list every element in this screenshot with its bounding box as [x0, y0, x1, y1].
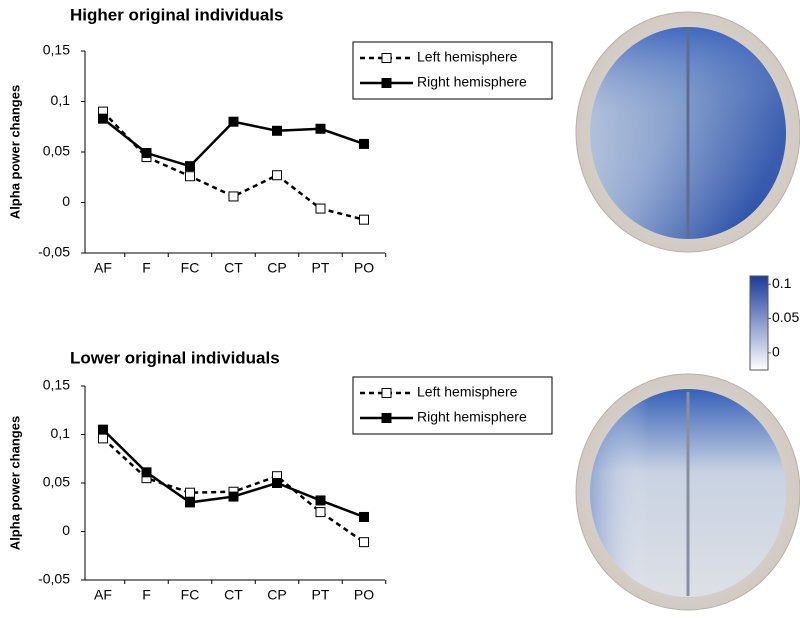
x-tick-label: PO	[354, 260, 374, 276]
legend-marker	[381, 413, 392, 423]
x-tick-label: FC	[181, 587, 200, 603]
marker	[359, 214, 369, 225]
x-tick-label: CP	[267, 587, 286, 603]
marker	[228, 116, 239, 127]
y-axis-label: Alpha power changes	[7, 85, 22, 219]
legend-marker	[381, 78, 392, 88]
x-tick-label: PO	[354, 587, 374, 603]
y-tick-label: -0,05	[38, 244, 70, 260]
marker	[359, 537, 369, 548]
marker	[185, 171, 195, 182]
marker	[185, 161, 195, 172]
y-tick-label: 0,15	[43, 42, 70, 58]
marker	[315, 203, 326, 214]
colorbar	[749, 275, 769, 371]
legend-label: Left hemisphere	[417, 49, 518, 65]
marker	[272, 478, 282, 488]
y-axis-label: Alpha power changes	[7, 416, 22, 550]
marker	[98, 113, 108, 124]
legend-label: Right hemisphere	[417, 74, 527, 90]
legend-box	[352, 41, 553, 100]
marker	[315, 495, 326, 506]
x-tick-label: AF	[94, 260, 112, 276]
x-tick-label: CT	[224, 260, 243, 276]
x-tick-label: CP	[267, 260, 286, 276]
x-tick-label: F	[142, 260, 151, 276]
marker	[228, 191, 239, 202]
marker	[272, 125, 282, 136]
x-tick-label: F	[142, 587, 151, 603]
y-tick-label: -0,05	[38, 571, 70, 587]
chart-title: Higher original individuals	[70, 5, 283, 24]
y-tick-label: 0,05	[43, 143, 70, 159]
chart: Lower original individuals Alpha power ch…	[7, 348, 553, 603]
legend-label: Left hemisphere	[417, 384, 518, 400]
marker	[315, 507, 326, 518]
y-tick-label: 0	[62, 193, 70, 209]
y-tick-label: 0,15	[43, 377, 70, 393]
marker	[228, 491, 239, 502]
x-tick-label: FC	[181, 260, 200, 276]
colorbar-tick-label: 0.05	[772, 309, 799, 325]
marker	[272, 170, 282, 181]
brain-bottom	[575, 373, 800, 611]
marker	[98, 433, 108, 444]
colorbar-tick-label: 0.1	[772, 275, 792, 291]
y-tick-label: 0	[62, 522, 70, 538]
y-tick-label: 0,05	[43, 474, 70, 490]
y-tick-label: 0,1	[51, 425, 71, 441]
x-tick-label: PT	[312, 587, 330, 603]
marker	[98, 424, 108, 435]
marker	[185, 487, 195, 498]
marker	[141, 148, 152, 159]
chart: Higher original individuals Alpha power c…	[7, 5, 553, 276]
chart-title: Lower original individuals	[70, 348, 280, 367]
legend-box	[352, 376, 553, 435]
marker	[359, 138, 369, 149]
marker	[185, 497, 195, 508]
legend-marker	[381, 388, 392, 398]
legend-marker	[381, 53, 392, 63]
x-tick-label: CT	[224, 587, 243, 603]
brain-top	[575, 11, 800, 253]
x-tick-label: AF	[94, 587, 112, 603]
colorbar-tick-label: 0	[772, 344, 780, 360]
marker	[315, 123, 326, 134]
x-tick-label: PT	[312, 260, 330, 276]
y-tick-label: 0,1	[51, 92, 71, 108]
marker	[359, 511, 369, 522]
marker	[141, 467, 152, 478]
legend-label: Right hemisphere	[417, 409, 527, 425]
